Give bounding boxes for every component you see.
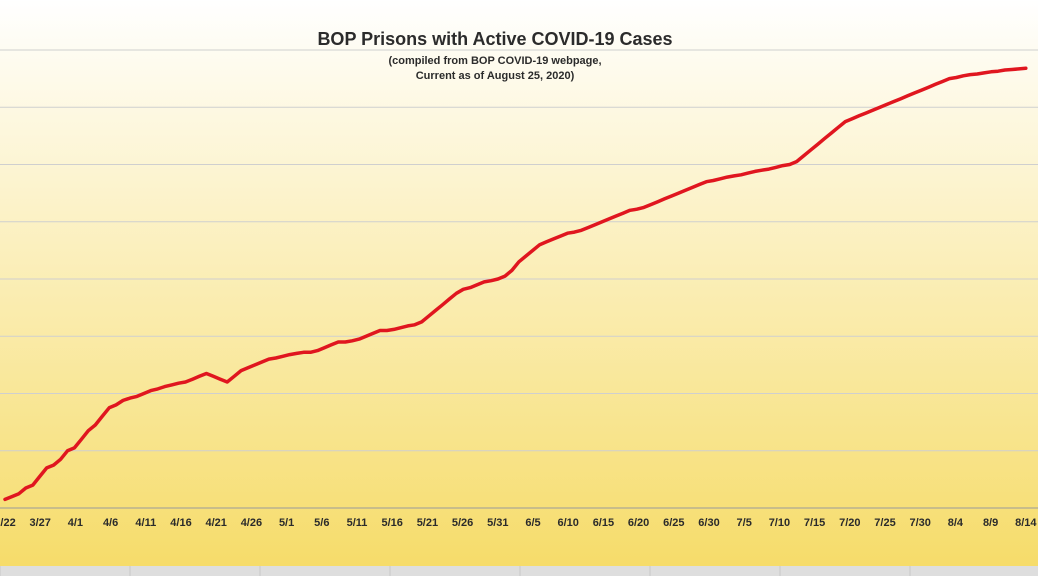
gridlines	[0, 49, 1038, 509]
x-tick-label: 8/9	[983, 517, 998, 529]
x-tick-label: 7/25	[874, 517, 895, 529]
x-tick-label: 7/5	[737, 517, 752, 529]
x-tick-label: 5/6	[314, 517, 329, 529]
x-tick-label: 4/11	[135, 517, 156, 529]
chart-subtitle-line-2: Current as of August 25, 2020)	[416, 70, 575, 82]
x-tick-label: 6/30	[698, 517, 719, 529]
x-tick-label: 4/16	[170, 517, 191, 529]
x-tick-label: 4/26	[241, 517, 262, 529]
x-tick-label: 7/30	[909, 517, 930, 529]
x-tick-label: 5/26	[452, 517, 473, 529]
series-group	[3, 66, 1028, 502]
x-tick-label: 6/10	[557, 517, 578, 529]
series-line	[3, 66, 1028, 502]
x-tick-label: 6/25	[663, 517, 684, 529]
x-tick-label: 5/16	[381, 517, 402, 529]
chart-title: BOP Prisons with Active COVID-19 Cases	[317, 29, 672, 49]
x-tick-label: 6/5	[525, 517, 540, 529]
x-tick-label: 5/1	[279, 517, 294, 529]
x-tick-label: 7/15	[804, 517, 825, 529]
x-axis-tick-labels: 3/22 3/27 4/1 4/6 4/11 4/16 4/21 4/26 5/1 5/6 5/11…	[0, 517, 1037, 529]
x-tick-label: 7/20	[839, 517, 860, 529]
x-tick-label: 4/6	[103, 517, 118, 529]
x-tick-label: 6/20	[628, 517, 649, 529]
x-tick-label: 8/4	[948, 517, 964, 529]
x-tick-label: 3/22	[0, 517, 16, 529]
x-tick-label: 3/27	[29, 517, 50, 529]
x-tick-label: 6/15	[593, 517, 614, 529]
x-tick-label: 5/11	[347, 517, 368, 529]
x-tick-label: 5/21	[417, 517, 438, 529]
x-tick-label: 7/10	[769, 517, 790, 529]
x-tick-label: 4/21	[205, 517, 226, 529]
chart-subtitle-line-1: (compiled from BOP COVID-19 webpage,	[388, 55, 601, 67]
x-tick-label: 5/31	[487, 517, 508, 529]
x-tick-label: 4/1	[68, 517, 83, 529]
x-tick-label: 8/14	[1015, 517, 1037, 529]
